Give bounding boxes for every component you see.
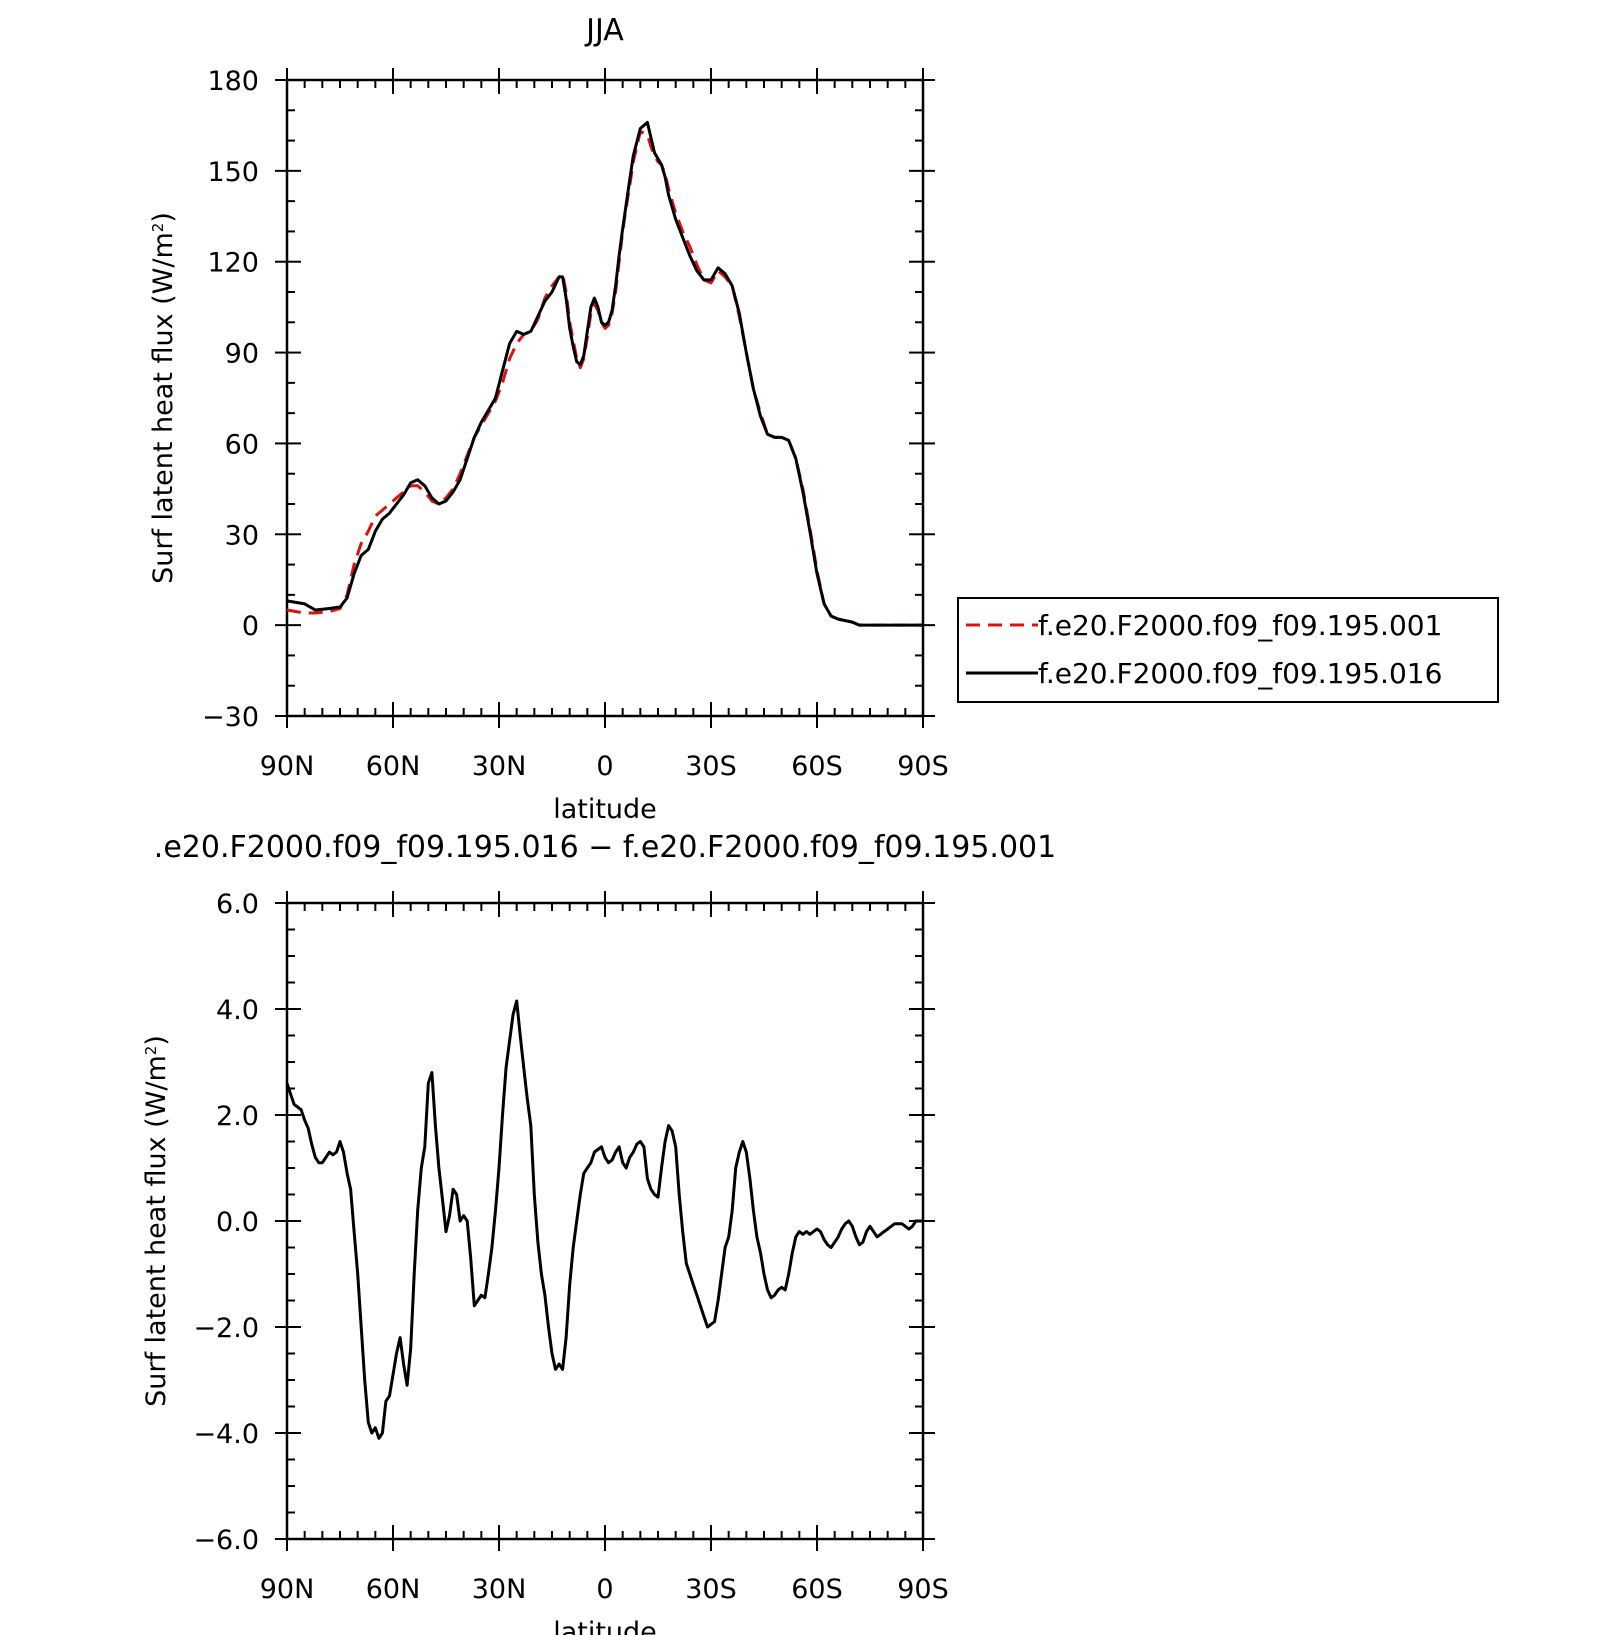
x-tick-label: 60N [366, 751, 421, 782]
legend-box [957, 597, 1499, 703]
legend: f.e20.F2000.f09_f09.195.001 f.e20.F2000.f… [957, 597, 1499, 703]
y-tick-label: 4.0 [216, 995, 259, 1026]
y-tick-label: 90 [225, 339, 259, 370]
x-tick-label: 60S [791, 1574, 843, 1605]
y-tick-label: 30 [225, 520, 259, 551]
y-tick-label: −2.0 [193, 1313, 259, 1344]
x-tick-label: 90S [897, 751, 949, 782]
plot-frame [285, 901, 925, 1541]
x-tick-label: 30N [472, 751, 527, 782]
plot-frame [285, 78, 925, 718]
series-line-1 [285, 999, 923, 1440]
y-tick-label: −4.0 [193, 1419, 259, 1450]
x-tick-label: 30S [685, 751, 737, 782]
legend-label-2: f.e20.F2000.f09_f09.195.016 [1038, 657, 1442, 690]
x-tick-label: 30N [472, 1574, 527, 1605]
y-tick-label: 6.0 [216, 889, 259, 920]
x-tick-label: 0 [596, 751, 613, 782]
x-tick-label: 90N [260, 751, 315, 782]
y-tick-label: 60 [225, 429, 259, 460]
y-tick-label: 180 [207, 66, 259, 97]
series-line-1 [286, 130, 923, 627]
legend-label-1: f.e20.F2000.f09_f09.195.001 [1038, 609, 1442, 642]
x-tick-label: 0 [596, 1574, 613, 1605]
y-tick-label: −30 [202, 702, 259, 733]
x-axis-label: latitude [553, 1617, 657, 1635]
x-axis-label: latitude [553, 794, 657, 825]
chart-panel-2: .e20.F2000.f09_f09.195.016 − f.e20.F2000… [141, 830, 1056, 1635]
y-tick-label: 0 [242, 611, 259, 642]
y-axis-label: Surf latent heat flux (W/m2) [148, 212, 179, 584]
y-tick-label: 120 [207, 248, 259, 279]
y-tick-label: 2.0 [216, 1101, 259, 1132]
chart-panel-1: JJA 90N 60N 30N 0 30S 60S 90S −30 0 30 60 90 120 150 18… [148, 13, 1499, 825]
y-tick-label: 0.0 [216, 1207, 259, 1238]
x-tick-label: 60S [791, 751, 843, 782]
y-tick-label: −6.0 [193, 1525, 259, 1556]
chart-title: JJA [584, 13, 624, 48]
x-tick-label: 60N [366, 1574, 421, 1605]
x-tick-label: 30S [685, 1574, 737, 1605]
y-tick-label: 150 [207, 157, 259, 188]
series-line-2 [286, 120, 923, 627]
x-tick-label: 90N [260, 1574, 315, 1605]
y-axis-label: Surf latent heat flux (W/m2) [141, 1035, 172, 1407]
x-tick-label: 90S [897, 1574, 949, 1605]
chart-title: .e20.F2000.f09_f09.195.016 − f.e20.F2000… [154, 830, 1056, 865]
